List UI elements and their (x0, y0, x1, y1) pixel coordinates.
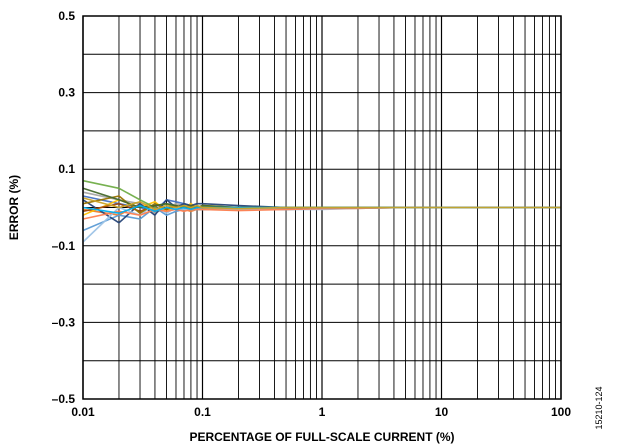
y-tick-label: –0.5 (52, 392, 76, 406)
x-tick-label: 10 (435, 405, 449, 419)
x-tick-label: 100 (551, 405, 571, 419)
y-tick-label: 0.5 (58, 9, 75, 23)
x-tick-label: 0.1 (194, 405, 211, 419)
y-axis-title: ERROR (%) (7, 175, 21, 240)
data-series (82, 179, 561, 243)
plot-frame (82, 15, 562, 400)
y-tick-label: 0.1 (58, 162, 75, 176)
x-tick-label: 0.01 (71, 405, 95, 419)
y-tick-label: 0.3 (58, 86, 75, 100)
y-tick-label: –0.1 (52, 239, 76, 253)
figure-id: 15210-124 (594, 386, 604, 429)
y-tick-label: –0.3 (52, 315, 76, 329)
x-axis-title: PERCENTAGE OF FULL-SCALE CURRENT (%) (189, 430, 454, 444)
series-line-14 (82, 197, 561, 211)
x-tick-label: 1 (319, 405, 326, 419)
tick-labels: 0.01 0.1 1 10 100 0.5 0.3 0.1 –0.1 –0.3 –0.5 (52, 9, 572, 419)
